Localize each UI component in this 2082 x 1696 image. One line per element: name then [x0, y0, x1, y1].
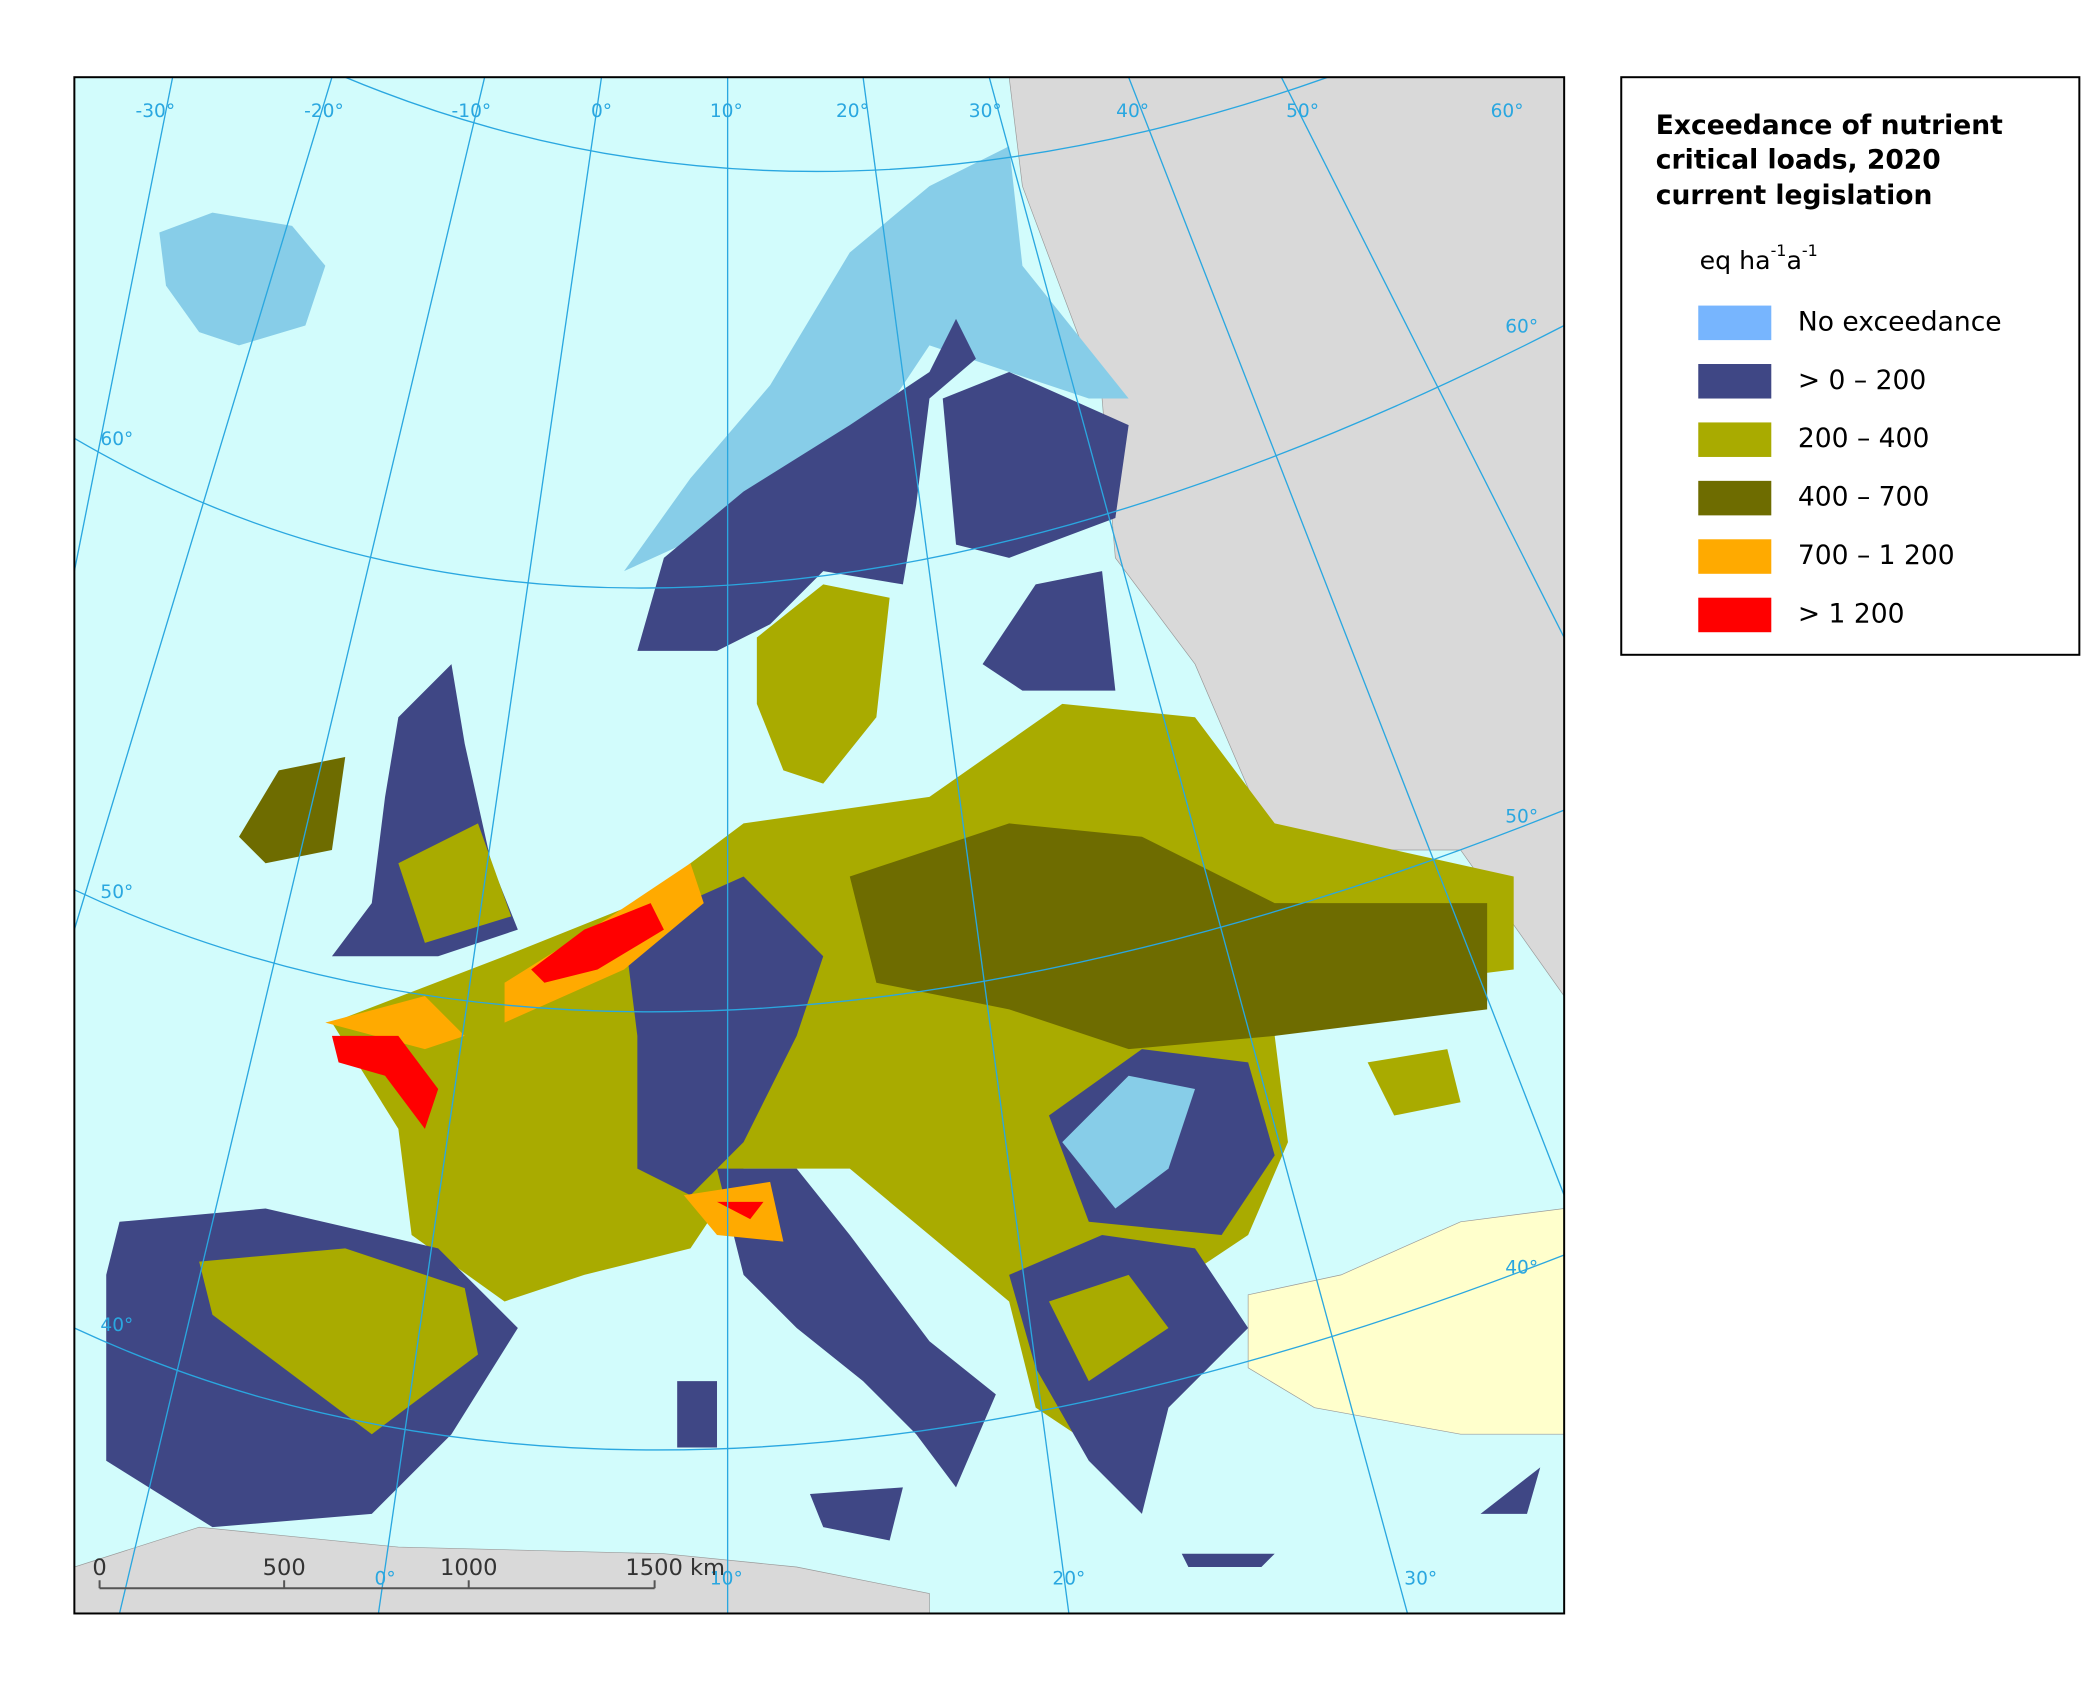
region-0-200	[717, 1168, 996, 1488]
region-over-1200	[531, 903, 664, 983]
legend-label: 400 – 700	[1798, 482, 1930, 513]
legend-swatch	[1698, 364, 1772, 399]
graticule-label: 10°	[710, 1568, 743, 1589]
region-200-400	[756, 584, 890, 784]
scale-bar-label: 1500 km	[625, 1555, 725, 1581]
scale-bar-label: 0	[92, 1555, 106, 1581]
region-200-400	[398, 823, 512, 943]
region-0-200	[624, 876, 824, 1196]
scale-bar-label: 1000	[440, 1555, 497, 1581]
region-no-exceedance	[1062, 1075, 1196, 1209]
legend-label: > 0 – 200	[1798, 365, 1926, 396]
legend-swatch	[1698, 539, 1772, 574]
legend-label: > 1 200	[1798, 598, 1905, 629]
graticule-label: 60°	[1505, 316, 1538, 337]
meridian	[862, 77, 1070, 1614]
region-0-200	[1181, 1553, 1275, 1567]
region-0-200	[637, 318, 976, 651]
graticule-label: -30°	[136, 101, 176, 122]
region-200-400	[199, 1248, 479, 1435]
graticule-label: 40°	[1505, 1258, 1538, 1279]
legend-swatch	[1698, 597, 1772, 633]
graticule-label: 50°	[1286, 101, 1319, 122]
meridian	[1128, 77, 1565, 1196]
parallel	[74, 324, 1565, 589]
legend-title: current legislation	[1656, 180, 1933, 211]
meridian	[118, 77, 486, 1614]
region-700-1200	[325, 996, 465, 1050]
land-outside	[1008, 77, 1565, 997]
parallel	[74, 1254, 1565, 1451]
region-400-700	[849, 823, 1488, 1050]
graticule-label: 40°	[100, 1315, 133, 1336]
meridian	[1280, 77, 1565, 638]
graticule	[74, 77, 1565, 1614]
legend-label: 700 – 1 200	[1798, 540, 1955, 571]
scale-bar	[98, 1580, 656, 1590]
graticule-label: 40°	[1116, 101, 1149, 122]
graticule-label: 60°	[100, 429, 133, 450]
unit-exponent: -1	[1802, 241, 1818, 260]
region-no-exceedance	[159, 212, 326, 346]
legend-box	[1620, 76, 2081, 656]
map-frame	[73, 76, 1566, 1615]
unit-exponent: -1	[1771, 241, 1787, 260]
graticule-label: 0°	[375, 1568, 396, 1589]
unit-part: a	[1786, 246, 1801, 275]
land-no-data	[1247, 1208, 1565, 1435]
graticule-label: 30°	[1404, 1568, 1437, 1589]
graticule-label: 50°	[1505, 806, 1538, 827]
meridian	[988, 77, 1409, 1614]
region-700-1200	[683, 1181, 784, 1242]
scale-bar-labels: 0 500 1000 1500 km	[92, 1555, 725, 1581]
legend-unit: eq ha-1a-1	[1700, 241, 1818, 275]
legend-title: Exceedance of nutrient	[1656, 110, 2003, 141]
region-no-exceedance	[624, 146, 1129, 572]
region-0-200	[1480, 1467, 1541, 1514]
legend-title: critical loads, 2020	[1656, 144, 1941, 175]
map: -30° -20° -10° 0° 10° 20° 30° 40° 50° 60° 60° 50° 40…	[74, 77, 1565, 1614]
parallel	[344, 77, 1329, 173]
graticule-label: 30°	[969, 101, 1002, 122]
meridian	[377, 77, 603, 1614]
graticule-label: 0°	[591, 101, 612, 122]
legend: Exceedance of nutrient critical loads, 2…	[1620, 76, 2081, 656]
region-200-400	[1048, 1274, 1169, 1382]
region-400-700	[239, 757, 346, 864]
graticule-label: -20°	[304, 101, 344, 122]
graticule-label: 50°	[100, 882, 133, 903]
graticule-label: 60°	[1491, 101, 1524, 122]
legend-label: 200 – 400	[1798, 423, 1930, 454]
region-0-200	[982, 571, 1116, 691]
region-0-200	[809, 1487, 903, 1541]
legend-items: No exceedance > 0 – 200 200 – 400 400 – 700…	[1698, 305, 2002, 633]
parallel	[74, 809, 1565, 1013]
legend-swatch	[1698, 422, 1772, 457]
scale-bar-label: 500	[263, 1555, 306, 1581]
region-200-400	[1367, 1049, 1461, 1116]
legend-swatch	[1698, 305, 1772, 341]
unit-part: eq ha	[1700, 246, 1771, 275]
region-over-1200	[331, 1035, 439, 1129]
meridian	[74, 77, 174, 572]
graticule-label: 20°	[1052, 1568, 1085, 1589]
graticule-label: 20°	[836, 101, 869, 122]
legend-label: No exceedance	[1798, 306, 2002, 337]
region-over-1200	[717, 1201, 764, 1220]
legend-swatch	[1698, 480, 1772, 516]
graticule-label: 10°	[710, 101, 743, 122]
graticule-labels: -30° -20° -10° 0° 10° 20° 30° 40° 50° 60° 60° 50° 40…	[100, 101, 1538, 1589]
graticule-label: -10°	[452, 101, 492, 122]
region-0-200	[677, 1381, 718, 1448]
land-outside	[74, 1526, 930, 1614]
